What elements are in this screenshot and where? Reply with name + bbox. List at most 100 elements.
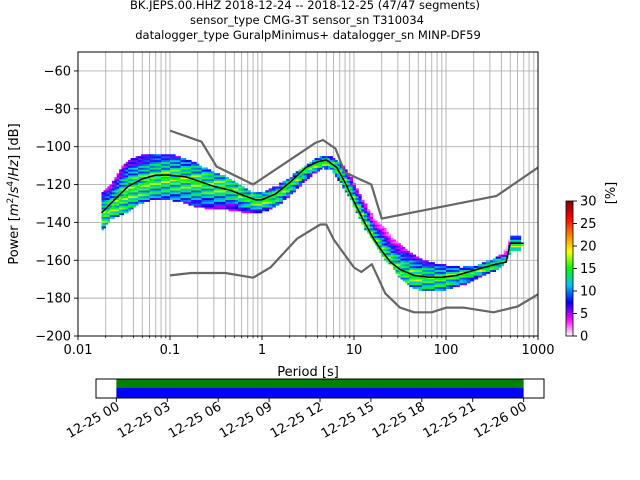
density-cell: [409, 282, 413, 286]
density-cell: [459, 279, 464, 282]
density-cell: [412, 262, 417, 265]
density-cell: [238, 190, 242, 193]
density-cell: [177, 156, 181, 159]
density-cell: [337, 163, 341, 166]
density-cell: [404, 265, 408, 269]
density-cell: [404, 250, 408, 253]
density-cell: [213, 207, 218, 210]
density-cell: [301, 167, 305, 170]
density-cell: [404, 252, 408, 255]
density-cell: [158, 194, 162, 197]
density-cell: [282, 194, 287, 197]
density-cell: [123, 186, 127, 189]
density-cell: [286, 192, 291, 195]
density-cell: [123, 199, 127, 202]
density-cell: [167, 173, 171, 176]
density-cell: [170, 176, 174, 180]
density-cell: [149, 184, 153, 187]
density-cell: [372, 222, 376, 225]
density-cell: [377, 226, 380, 229]
density-cell: [289, 184, 294, 187]
density-cell: [119, 180, 122, 183]
density-cell: [262, 203, 266, 206]
density-cell: [238, 188, 242, 191]
density-cell: [358, 207, 362, 210]
density-cell: [121, 171, 124, 174]
density-cell: [105, 197, 108, 200]
density-cell: [219, 194, 223, 197]
density-cell: [185, 182, 189, 185]
density-cell: [415, 262, 420, 265]
density-cell: [155, 154, 159, 157]
density-cell: [152, 159, 156, 163]
density-cell: [183, 167, 187, 170]
density-cell: [306, 169, 310, 172]
y-axis-label: Power [m2/s4/Hz] [dB]: [6, 123, 22, 264]
density-cell: [125, 182, 129, 185]
density-cell: [495, 267, 499, 271]
density-cell: [204, 197, 209, 200]
density-cell: [334, 161, 338, 165]
density-cell: [238, 205, 242, 208]
density-cell: [425, 271, 429, 274]
density-cell: [185, 165, 189, 168]
density-cell: [188, 190, 192, 193]
density-cell: [337, 161, 341, 165]
colorbar-tick-label: 25: [580, 217, 597, 232]
density-cell: [135, 163, 139, 166]
density-cell: [383, 239, 387, 242]
density-cell: [175, 165, 179, 168]
density-cell: [309, 175, 313, 178]
density-cell: [231, 199, 236, 202]
density-cell: [347, 194, 351, 197]
density-cell: [191, 163, 195, 166]
density-cell: [412, 256, 417, 259]
colorbar-tick-label: 30: [580, 195, 597, 210]
timeline-tick-label: 12-26 00: [472, 399, 530, 441]
density-cell: [388, 245, 392, 248]
density-cell: [381, 254, 385, 257]
density-cell: [446, 282, 450, 286]
density-cell: [165, 188, 169, 191]
density-cell: [191, 188, 195, 191]
density-cell: [107, 188, 110, 191]
density-cell: [170, 171, 174, 174]
density-cell: [128, 197, 131, 200]
density-cell: [185, 186, 189, 189]
density-cell: [119, 207, 122, 210]
density-cell: [216, 176, 221, 180]
density-cell: [213, 195, 218, 199]
density-cell: [116, 197, 120, 200]
density-cell: [133, 199, 136, 202]
density-cell: [282, 197, 287, 200]
density-cell: [133, 163, 136, 166]
density-cell: [364, 209, 368, 212]
density-cell: [386, 233, 389, 236]
density-cell: [446, 265, 450, 269]
density-cell: [105, 201, 108, 204]
density-cell: [225, 178, 229, 182]
density-cell: [121, 165, 124, 168]
density-cell: [279, 194, 283, 197]
density-cell: [172, 199, 176, 202]
density-cell: [322, 156, 325, 159]
density-cell: [180, 197, 184, 200]
density-cell: [386, 248, 389, 252]
density-cell: [412, 277, 417, 280]
density-cell: [161, 169, 164, 172]
density-cell: [163, 182, 166, 185]
density-cell: [422, 267, 426, 271]
density-cell: [207, 188, 212, 191]
density-cell: [207, 197, 212, 200]
density-cell: [165, 194, 169, 197]
density-cell: [119, 182, 122, 185]
density-cell: [191, 173, 195, 176]
density-cell: [241, 192, 245, 195]
density-cell: [443, 265, 447, 269]
density-cell: [231, 192, 236, 195]
density-cell: [452, 282, 457, 286]
density-cell: [379, 233, 383, 236]
density-cell: [121, 209, 124, 212]
density-cell: [402, 279, 406, 282]
density-cell: [133, 178, 136, 182]
